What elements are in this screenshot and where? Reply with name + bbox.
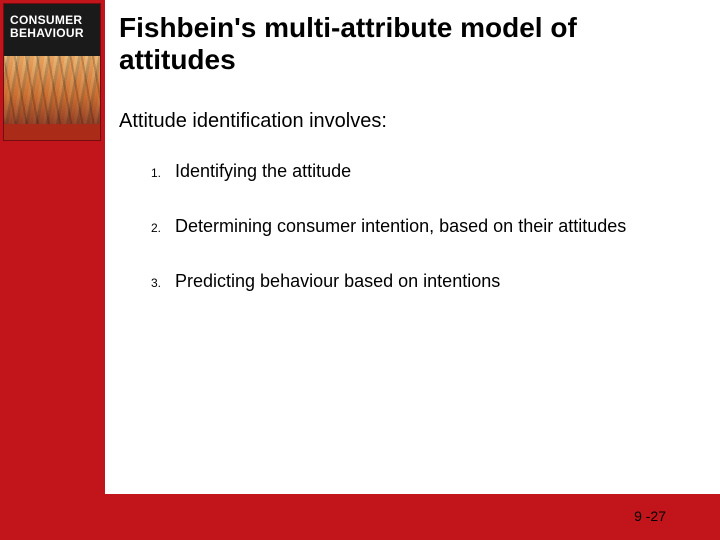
numbered-list: 1. Identifying the attitude 2. Determini… bbox=[119, 161, 700, 292]
slide-subtitle: Attitude identification involves: bbox=[119, 110, 700, 133]
slide-number: 9 -27 bbox=[634, 508, 666, 524]
list-text: Predicting behaviour based on intentions bbox=[175, 271, 500, 292]
list-text: Determining consumer intention, based on… bbox=[175, 216, 626, 237]
content-area: Fishbein's multi-attribute model of atti… bbox=[105, 0, 720, 540]
cover-line1: CONSUMER bbox=[10, 13, 82, 27]
list-item: 1. Identifying the attitude bbox=[119, 161, 700, 182]
book-cover-footer bbox=[4, 124, 100, 140]
slide-title: Fishbein's multi-attribute model of atti… bbox=[119, 12, 700, 76]
list-text: Identifying the attitude bbox=[175, 161, 351, 182]
slide: Fishbein's multi-attribute model of atti… bbox=[0, 0, 720, 540]
list-item: 2. Determining consumer intention, based… bbox=[119, 216, 700, 237]
list-number: 2. bbox=[119, 221, 175, 235]
list-item: 3. Predicting behaviour based on intenti… bbox=[119, 271, 700, 292]
footer-bar bbox=[0, 494, 720, 540]
book-cover-art bbox=[4, 56, 100, 128]
book-cover-title: CONSUMER BEHAVIOUR bbox=[4, 4, 100, 56]
list-number: 3. bbox=[119, 276, 175, 290]
cover-line2: BEHAVIOUR bbox=[10, 26, 84, 40]
book-cover-image: CONSUMER BEHAVIOUR bbox=[3, 3, 101, 141]
list-number: 1. bbox=[119, 166, 175, 180]
